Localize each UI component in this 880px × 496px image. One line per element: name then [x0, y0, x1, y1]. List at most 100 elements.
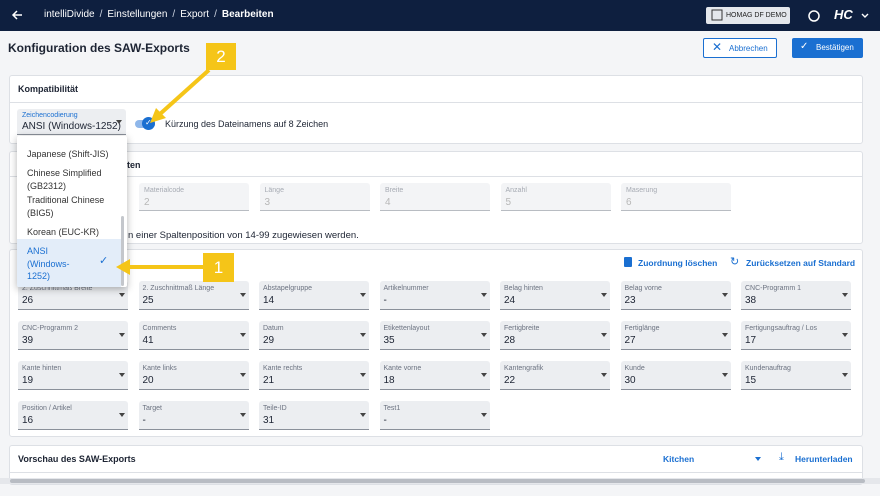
field-value: 20	[142, 375, 154, 386]
field-label: Datum	[263, 325, 284, 332]
scrollbar[interactable]	[121, 216, 124, 286]
preview-select[interactable]: Kitchen	[663, 454, 695, 464]
field-label: Belag hinten	[504, 285, 543, 292]
confirm-button[interactable]: Bestätigen	[792, 38, 863, 58]
mapping-field[interactable]: Fertigbreite 28	[500, 321, 610, 350]
mapping-field[interactable]: Kunde 30	[620, 361, 731, 390]
breadcrumb-item[interactable]: intelliDivide	[44, 9, 95, 20]
check-icon: ✓	[99, 255, 109, 267]
mapping-field[interactable]: 2. Zuschnittmaß Länge 25	[138, 281, 249, 310]
field-value: 3	[264, 197, 271, 208]
caret	[842, 373, 848, 377]
clear-icon[interactable]	[624, 257, 632, 267]
caret	[480, 373, 487, 377]
fixed-field: Anzahl 5	[500, 183, 611, 211]
caret	[480, 333, 487, 337]
caret	[601, 293, 607, 297]
mapping-field[interactable]: Fertigungsauftrag / Los 17	[741, 321, 851, 350]
field-label: Kante links	[142, 365, 177, 372]
field-value: 18	[383, 375, 395, 386]
annotation: 1	[203, 253, 234, 282]
dropdown-option[interactable]: ANSI (Windows-1252)	[27, 246, 70, 281]
toggle-knob[interactable]: ✓	[142, 117, 155, 130]
field-value: 19	[22, 375, 34, 386]
caret	[360, 413, 366, 417]
field-value: 41	[142, 335, 154, 346]
breadcrumb-item[interactable]: Einstellungen	[107, 9, 168, 20]
reset-icon[interactable]: ↻	[730, 256, 740, 268]
mapping-field[interactable]: Kante vorne 18	[379, 361, 490, 390]
tenant-badge[interactable]: HOMAG DF DEMO	[706, 7, 790, 24]
toggle-label: Kürzung des Dateinamens auf 8 Zeichen	[165, 119, 329, 129]
mapping-field[interactable]: Kante hinten 19	[18, 361, 128, 390]
mapping-field[interactable]: Kante rechts 21	[259, 361, 369, 390]
field-value: 16	[22, 415, 34, 426]
field-value: -	[383, 415, 387, 426]
caret	[601, 333, 607, 337]
field-label: CNC-Programm 2	[22, 325, 79, 332]
clear-button[interactable]: Zuordnung löschen	[638, 258, 718, 268]
caret	[842, 293, 848, 297]
caret	[721, 293, 728, 297]
field-label: Fertiglänge	[624, 325, 660, 332]
mapping-field[interactable]: Kundenauftrag 15	[741, 361, 851, 390]
dropdown-option[interactable]: Chinese Simplified (GB2312)	[27, 168, 102, 191]
divider	[9, 176, 863, 177]
mapping-field[interactable]: Fertiglänge 27	[620, 321, 731, 350]
fixed-field: Maserung 6	[621, 183, 731, 211]
mapping-field[interactable]: Abstapelgruppe 14	[259, 281, 369, 310]
confirm-icon: ✓	[800, 41, 809, 52]
breadcrumb-item[interactable]: Export	[180, 9, 210, 20]
encoding-select[interactable]: Zeichencodierung ANSI (Windows-1252)	[17, 109, 126, 135]
mapping-field[interactable]: Datum 29	[259, 321, 369, 350]
mapping-field[interactable]: CNC-Programm 2 39	[18, 321, 128, 350]
caret	[360, 333, 366, 337]
selected-bg	[17, 239, 121, 287]
mapping-field[interactable]: Kantengrafik 22	[500, 361, 610, 390]
field-value: 14	[263, 295, 275, 306]
field-value: 27	[624, 335, 636, 346]
caret	[480, 413, 487, 417]
field-value: 5	[505, 197, 512, 208]
field-label: Kante rechts	[263, 365, 303, 372]
fixed-field: Länge 3	[259, 183, 370, 211]
field-value: 28	[504, 335, 516, 346]
breadcrumb-item: Bearbeiten	[221, 9, 274, 20]
field-label: Fertigbreite	[504, 325, 540, 332]
field-value: 38	[745, 295, 757, 306]
mapping-field[interactable]: Teile-ID 31	[259, 401, 369, 430]
field-value: 29	[263, 335, 275, 346]
encoding-dropdown: Japanese (Shift-JIS) Chinese Simplified (…	[17, 136, 127, 287]
mapping-field[interactable]: Belag hinten 24	[500, 281, 610, 310]
download-button[interactable]: Herunterladen	[795, 454, 853, 464]
field-label: Breite	[385, 187, 404, 194]
mapping-field[interactable]: Artikelnummer -	[379, 281, 490, 310]
field-label: Abstapelgruppe	[263, 285, 313, 292]
caret	[601, 373, 607, 377]
field-value: 2	[144, 197, 150, 208]
reset-button[interactable]: Zurücksetzen auf Standard	[746, 258, 856, 268]
mapping-field[interactable]: Belag vorne 23	[620, 281, 731, 310]
mapping-field[interactable]: Position / Artikel 16	[18, 401, 128, 430]
caret	[721, 373, 728, 377]
field-value: 35	[383, 335, 395, 346]
mapping-field[interactable]: Kante links 20	[138, 361, 249, 390]
dropdown-option[interactable]: Traditional Chinese (BIG5)	[27, 195, 105, 218]
download-icon[interactable]: ⤓	[779, 451, 784, 463]
mapping-field[interactable]: Test1 -	[379, 401, 490, 430]
mapping-field[interactable]: Etikettenlayout 35	[379, 321, 490, 350]
field-label: Test1	[383, 405, 401, 412]
cancel-button[interactable]: Abbrechen	[703, 38, 777, 58]
field-label: Maserung	[626, 187, 658, 194]
fixed-field: Breite 4	[380, 183, 490, 211]
caret[interactable]	[755, 457, 761, 461]
field-value: -	[142, 415, 146, 426]
mapping-field[interactable]: Target -	[138, 401, 249, 430]
mapping-field[interactable]: CNC-Programm 1 38	[741, 281, 851, 310]
field-label: CNC-Programm 1	[745, 285, 802, 292]
dropdown-option[interactable]: Japanese (Shift-JIS)	[27, 149, 109, 159]
dropdown-option[interactable]: Korean (EUC-KR)	[27, 227, 100, 237]
user-logo[interactable]: HC	[834, 7, 853, 22]
compat-card	[9, 75, 863, 144]
mapping-field[interactable]: Comments 41	[138, 321, 249, 350]
